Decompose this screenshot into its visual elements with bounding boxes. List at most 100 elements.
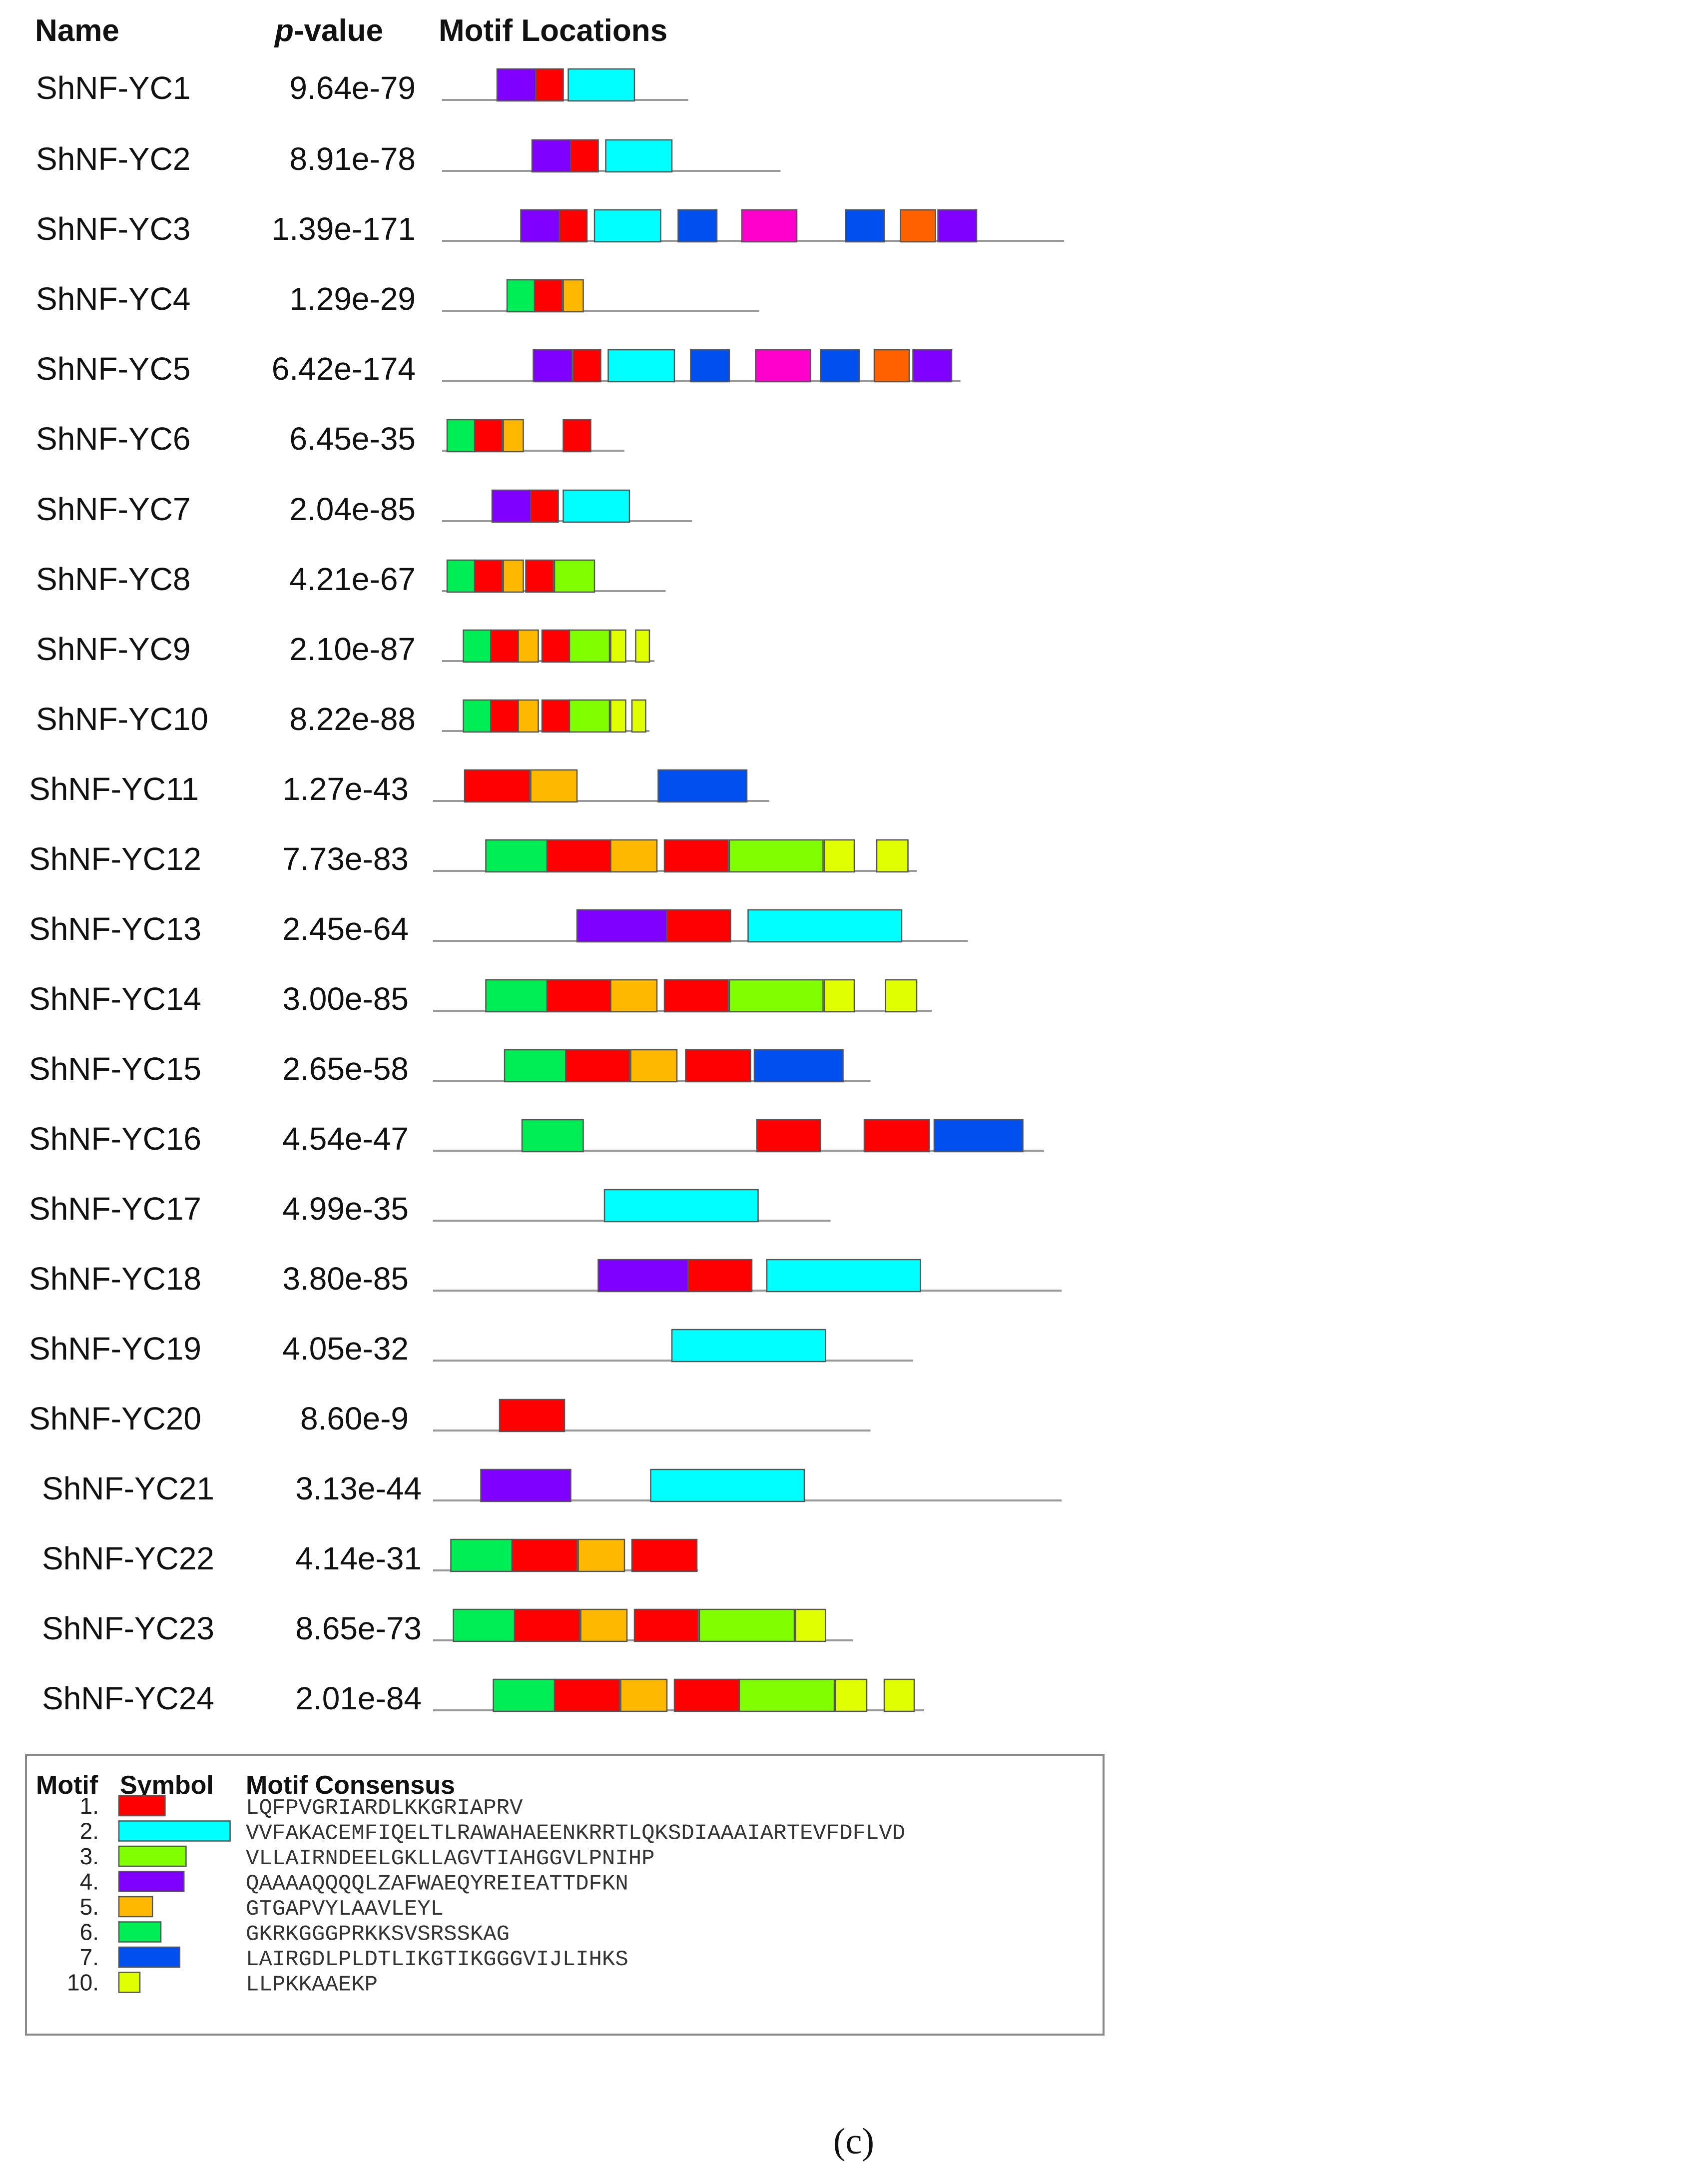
sequence-name: ShNF-YC11	[29, 771, 199, 807]
legend-motif-number: 5.	[80, 1894, 99, 1920]
legend-motif-4-symbol	[118, 1871, 185, 1892]
sequence-rows: ShNF-YC1 9.64e-79 ShNF-YC2 8.91e-78 ShNF-YC3…	[29, 68, 1064, 1716]
motif-1-box	[572, 349, 601, 383]
motif-4-box	[576, 909, 668, 943]
legend-motif-6-symbol	[118, 1921, 162, 1943]
motif-2-box	[568, 68, 635, 102]
legend-consensus: GTGAPVYLAAVLEYL	[246, 1897, 444, 1922]
motif-5-box	[610, 979, 658, 1013]
legend-motif-number: 2.	[80, 1818, 99, 1844]
sequence-pvalue: 8.65e-73	[295, 1610, 422, 1646]
legend-motif-number: 10.	[67, 1970, 99, 1996]
legend-header-symbol: Symbol	[120, 1771, 214, 1800]
header-pvalue: p-value	[274, 13, 383, 48]
legend-entry: 7. LAIRGDLPLDTLIKGTIKGGGVIJLIHKS	[80, 1944, 628, 1972]
motif-5-box	[620, 1678, 668, 1712]
motif-2-box	[603, 1189, 759, 1223]
sequence-pvalue: 4.21e-67	[289, 561, 416, 597]
motif-5-box	[530, 769, 578, 803]
sequence-pvalue: 2.45e-64	[282, 911, 409, 947]
sequence-name: ShNF-YC2	[36, 141, 190, 177]
motif-6-box	[493, 1678, 556, 1712]
motif-4-box	[531, 139, 571, 173]
motif-9-box	[900, 209, 936, 243]
header-value: -value	[294, 13, 383, 48]
motif-1-box	[490, 629, 519, 663]
legend-motif-number: 3.	[80, 1843, 99, 1869]
legend-consensus: LAIRGDLPLDTLIKGTIKGGGVIJLIHKS	[246, 1947, 628, 1972]
legend-header-consensus: Motif Consensus	[246, 1771, 455, 1800]
sequence-name: ShNF-YC16	[29, 1121, 201, 1157]
sequence-row: ShNF-YC12 7.73e-83	[29, 839, 917, 877]
sequence-pvalue: 9.64e-79	[289, 70, 416, 106]
sequence-pvalue: 8.22e-88	[289, 701, 416, 737]
sequence-name: ShNF-YC6	[36, 421, 190, 457]
motif-3-box	[698, 1608, 795, 1642]
legend-motif-7-symbol	[118, 1946, 181, 1968]
legend-motif-3-symbol	[118, 1845, 187, 1867]
motif-2-box	[766, 1259, 921, 1293]
legend-consensus: GKRKGGGPRKKSVSRSSKAG	[246, 1922, 510, 1947]
motif-4-box	[912, 349, 953, 383]
legend-entry: 10. LLPKKAAEKP	[67, 1970, 378, 1998]
legend-header-motif: Motif	[36, 1771, 98, 1800]
motif-1-box	[863, 1119, 930, 1153]
legend-consensus: QAAAAQQQQLZAFWAEQYREIEATTDFKN	[246, 1872, 628, 1897]
motif-4-box	[491, 489, 532, 523]
sequence-name: ShNF-YC5	[36, 351, 190, 387]
motif-5-box	[503, 419, 524, 453]
motif-10-box	[795, 1608, 826, 1642]
legend-motif-number: 1.	[80, 1793, 99, 1819]
sequence-name: ShNF-YC9	[36, 631, 190, 667]
motif-3-box	[728, 839, 824, 873]
motif-1-box	[756, 1119, 821, 1153]
sequence-row: ShNF-YC24 2.01e-84	[42, 1678, 924, 1716]
motif-10-box	[883, 1678, 915, 1712]
motif-1-box	[511, 1538, 578, 1572]
sequence-name: ShNF-YC10	[36, 701, 208, 737]
sequence-pvalue: 8.60e-9	[300, 1401, 409, 1437]
sequence-pvalue: 8.91e-78	[289, 141, 416, 177]
sequence-pvalue: 3.00e-85	[282, 981, 409, 1017]
sequence-pvalue: 2.01e-84	[295, 1680, 422, 1716]
motif-1-box	[535, 68, 564, 102]
motif-1-box	[499, 1399, 566, 1433]
sequence-name: ShNF-YC12	[29, 841, 201, 877]
sequence-row: ShNF-YC21 3.13e-44	[42, 1468, 1062, 1506]
legend-consensus: VVFAKACEMFIQELTLRAWAHAEENKRRTLQKSDIAAAIA…	[246, 1821, 905, 1846]
motif-6-box	[446, 419, 476, 453]
motif-9-box	[873, 349, 910, 383]
motif-1-box	[673, 1678, 740, 1712]
sequence-name: ShNF-YC1	[36, 70, 190, 106]
motif-5-box	[577, 1538, 625, 1572]
motif-6-box	[450, 1538, 513, 1572]
motif-1-box	[663, 839, 729, 873]
sequence-pvalue: 2.65e-58	[282, 1051, 409, 1087]
sequence-name: ShNF-YC23	[42, 1610, 214, 1646]
sequence-pvalue: 1.27e-43	[282, 771, 409, 807]
sequence-pvalue: 4.54e-47	[282, 1121, 409, 1157]
motif-10-box	[823, 979, 855, 1013]
motif-6-box	[463, 629, 492, 663]
motif-1-box	[663, 979, 729, 1013]
motif-7-box	[845, 209, 885, 243]
motif-5-box	[518, 699, 539, 733]
sequence-name: ShNF-YC8	[36, 561, 190, 597]
motif-4-box	[533, 349, 573, 383]
legend-motif-5-symbol	[118, 1896, 153, 1918]
sequence-row: ShNF-YC23 8.65e-73	[42, 1608, 853, 1646]
sequence-row: ShNF-YC6 6.45e-35	[36, 419, 624, 457]
sequence-pvalue: 4.99e-35	[282, 1191, 409, 1227]
sequence-row: ShNF-YC15 2.65e-58	[29, 1049, 871, 1087]
motif-1-box	[554, 1678, 620, 1712]
sequence-row: ShNF-YC22 4.14e-31	[42, 1538, 698, 1576]
motif-7-box	[933, 1119, 1024, 1153]
sequence-row: ShNF-YC7 2.04e-85	[36, 489, 692, 527]
sequence-pvalue: 1.39e-171	[272, 211, 416, 247]
motif-6-box	[485, 839, 548, 873]
legend-consensus: VLLAIRNDEELGKLLAGVTIAHGGVLPNIHP	[246, 1846, 655, 1871]
motif-4-box	[937, 209, 978, 243]
motif-2-box	[607, 349, 675, 383]
motif-1-box	[546, 839, 611, 873]
